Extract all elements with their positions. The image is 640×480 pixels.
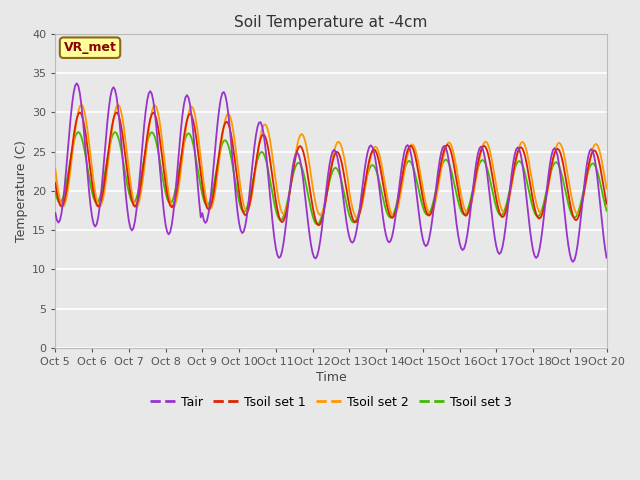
X-axis label: Time: Time bbox=[316, 371, 346, 384]
Text: VR_met: VR_met bbox=[63, 41, 116, 54]
Title: Soil Temperature at -4cm: Soil Temperature at -4cm bbox=[234, 15, 428, 30]
Legend: Tair, Tsoil set 1, Tsoil set 2, Tsoil set 3: Tair, Tsoil set 1, Tsoil set 2, Tsoil se… bbox=[145, 391, 517, 414]
Y-axis label: Temperature (C): Temperature (C) bbox=[15, 140, 28, 242]
